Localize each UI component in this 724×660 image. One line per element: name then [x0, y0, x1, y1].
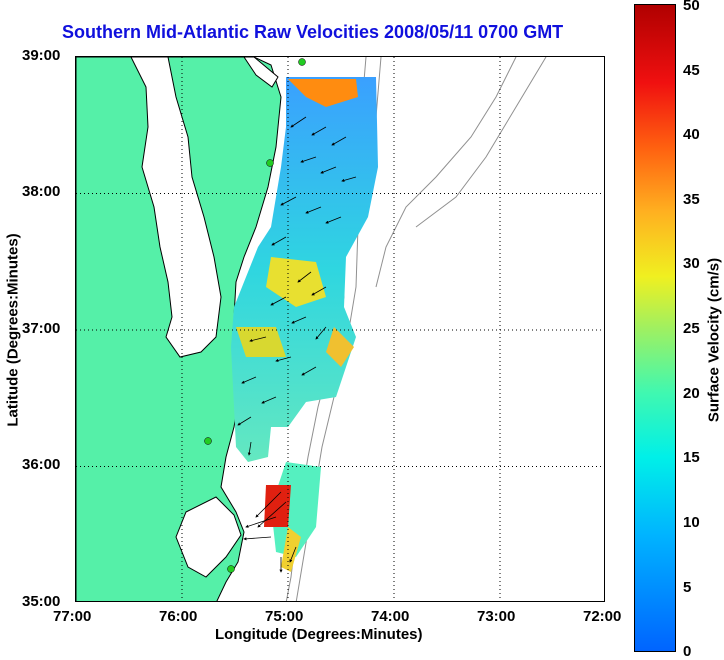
colorbar [634, 4, 676, 652]
site-marker [266, 159, 274, 167]
cb-tick-3: 15 [683, 449, 700, 466]
radar-sites [204, 58, 306, 573]
site-marker [204, 437, 212, 445]
site-marker [227, 565, 235, 573]
pamlico-sound [175, 496, 242, 578]
x-tick-5: 72:00 [583, 608, 622, 625]
colorbar-label: Surface Velocity (cm/s) [705, 257, 723, 423]
delaware-bay [243, 57, 279, 88]
y-tick-3: 36:00 [22, 456, 61, 473]
y-axis-label: Latitude (Degrees:Minutes) [4, 233, 22, 427]
map-plot-area [75, 56, 605, 602]
x-axis-label: Longitude (Degrees:Minutes) [215, 626, 423, 643]
cb-tick-0: 0 [683, 643, 692, 660]
y-tick-1: 38:00 [22, 183, 61, 200]
velocity-vectors [237, 116, 357, 573]
cb-tick-4: 20 [683, 385, 700, 402]
cb-tick-9: 45 [683, 62, 700, 79]
cb-tick-7: 35 [683, 191, 700, 208]
y-tick-0: 39:00 [22, 47, 61, 64]
x-tick-3: 74:00 [371, 608, 410, 625]
cb-tick-6: 30 [683, 255, 700, 272]
velocity-field [231, 77, 378, 572]
cb-tick-2: 10 [683, 514, 700, 531]
y-tick-2: 37:00 [22, 320, 61, 337]
cb-tick-5: 25 [683, 320, 700, 337]
y-tick-4: 35:00 [22, 593, 61, 610]
x-tick-1: 76:00 [159, 608, 198, 625]
cb-tick-8: 40 [683, 126, 700, 143]
x-tick-4: 73:00 [477, 608, 516, 625]
cb-tick-10: 50 [683, 0, 700, 14]
x-tick-0: 77:00 [53, 608, 92, 625]
map-svg [76, 57, 604, 601]
cb-tick-1: 5 [683, 579, 692, 596]
site-marker [298, 58, 306, 66]
graticule [76, 57, 604, 601]
x-tick-2: 75:00 [265, 608, 304, 625]
chesapeake-bay [130, 57, 222, 358]
map-title: Southern Mid-Atlantic Raw Velocities 200… [62, 22, 564, 42]
